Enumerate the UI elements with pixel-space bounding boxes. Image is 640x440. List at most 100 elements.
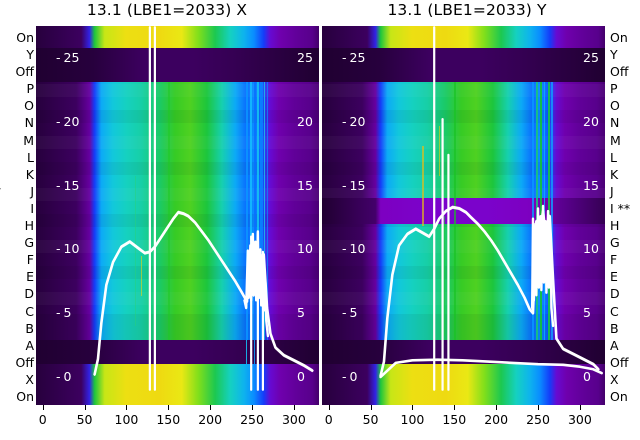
category-label: C bbox=[25, 303, 34, 319]
heatmap-row-texture bbox=[322, 162, 605, 175]
heatmap-row bbox=[322, 314, 605, 340]
x-tick-label: 150 bbox=[156, 412, 181, 427]
heatmap-row-texture bbox=[322, 292, 605, 305]
heatmap-row bbox=[36, 340, 319, 364]
category-label: L bbox=[27, 149, 34, 165]
x-tick-mark bbox=[328, 405, 330, 410]
x-tick-label: 100 bbox=[400, 412, 425, 427]
category-axis-right: On Y Off P O N M L K J I ** H G F E D C B A Off X On bbox=[608, 26, 640, 405]
category-label: F bbox=[610, 252, 618, 268]
heatmap-row bbox=[36, 48, 319, 82]
heatmap-row bbox=[36, 364, 319, 405]
x-tick-label: 50 bbox=[76, 412, 93, 427]
category-label: Y bbox=[26, 47, 34, 63]
x-tick-mark bbox=[454, 405, 456, 410]
x-tick-mark bbox=[210, 405, 212, 410]
heatmap-streak bbox=[422, 146, 424, 226]
heatmap-streak bbox=[551, 82, 553, 340]
heatmap-row-texture bbox=[322, 266, 605, 279]
heatmap-streak bbox=[246, 340, 248, 364]
category-label: F bbox=[26, 252, 34, 268]
y-tick-label: 25 bbox=[583, 49, 599, 65]
category-label: J bbox=[30, 183, 34, 199]
y-tick-label: -20 bbox=[342, 113, 366, 129]
x-tick-label: 250 bbox=[526, 412, 550, 427]
y-tick-label: 10 bbox=[297, 241, 313, 257]
category-label: On bbox=[16, 30, 34, 45]
category-label: H bbox=[24, 218, 34, 234]
x-tick-mark bbox=[293, 405, 295, 410]
heatmap-row-texture bbox=[36, 110, 319, 123]
category-axis-left: On Y Off P O N M L K J I H G F E D C B A Off X On bbox=[0, 26, 34, 405]
y-tick-label: -15 bbox=[56, 177, 80, 193]
category-label: P bbox=[26, 81, 34, 97]
y-tick-label: 15 bbox=[583, 177, 599, 193]
heatmap-streak bbox=[250, 82, 252, 340]
category-label: B bbox=[610, 320, 619, 336]
heatmap-streak bbox=[454, 82, 456, 340]
category-label: J bbox=[610, 183, 614, 199]
y-tick-label: 0 bbox=[583, 368, 591, 384]
y-tick-label: 10 bbox=[583, 241, 599, 257]
category-label: On bbox=[610, 389, 628, 404]
category-label: A bbox=[25, 337, 34, 353]
x-tick-mark bbox=[168, 405, 170, 410]
heatmap-row bbox=[322, 364, 605, 405]
x-tick-label: 300 bbox=[281, 412, 306, 427]
category-label: A bbox=[610, 337, 619, 353]
category-label: P bbox=[610, 81, 618, 97]
y-tick-label: 15 bbox=[297, 177, 313, 193]
heatmap-row-texture bbox=[322, 84, 605, 97]
x-tick-mark bbox=[42, 405, 44, 410]
category-label: N bbox=[24, 115, 34, 131]
category-label: K bbox=[610, 166, 619, 182]
category-label: Off bbox=[610, 64, 629, 80]
heatmap-streak bbox=[267, 82, 269, 340]
heatmap-streak bbox=[168, 82, 170, 340]
heatmap-streak bbox=[543, 82, 546, 340]
heatmap-streak bbox=[141, 256, 143, 296]
heatmap-streak bbox=[539, 82, 543, 340]
heatmap-streak bbox=[439, 126, 441, 176]
x-tick-mark bbox=[370, 405, 372, 410]
category-label: C bbox=[610, 303, 619, 319]
category-label: L bbox=[610, 149, 617, 165]
x-tick-label: 200 bbox=[198, 412, 223, 427]
category-label: D bbox=[610, 286, 620, 302]
y-tick-label: -20 bbox=[56, 113, 80, 129]
y-tick-label: -10 bbox=[56, 241, 80, 257]
heatmap-row-texture bbox=[36, 84, 319, 97]
x-tick-label: 150 bbox=[442, 412, 467, 427]
category-label: B bbox=[25, 320, 34, 336]
category-label: X bbox=[610, 371, 619, 387]
plot-area-x[interactable]: -0 -5 -10 -15 -20 -25 0 5 10 15 20 25 bbox=[36, 26, 319, 405]
heatmap-row bbox=[322, 26, 605, 48]
y-tick-label: 0 bbox=[297, 368, 305, 384]
x-tick-mark bbox=[126, 405, 128, 410]
y-tick-label: -10 bbox=[342, 241, 366, 257]
y-tick-label: -15 bbox=[342, 177, 366, 193]
category-label: Off bbox=[15, 354, 34, 370]
category-label: O bbox=[24, 98, 34, 114]
y-tick-label: -5 bbox=[56, 305, 72, 321]
x-tick-label: 300 bbox=[567, 412, 592, 427]
x-tick-label: 100 bbox=[114, 412, 139, 427]
y-tick-label: -25 bbox=[56, 49, 80, 65]
x-tick-mark bbox=[496, 405, 498, 410]
category-label: M bbox=[23, 132, 34, 148]
category-label: H bbox=[610, 218, 620, 234]
y-tick-label: 25 bbox=[297, 49, 313, 65]
heatmap-image-y bbox=[322, 26, 605, 405]
category-label: Y bbox=[610, 47, 618, 63]
plot-area-y[interactable]: -0 -5 -10 -15 -20 -25 0 5 10 15 20 25 bbox=[322, 26, 605, 405]
x-tick-mark bbox=[252, 405, 254, 410]
heatmap-streak bbox=[548, 82, 551, 340]
y-tick-label: -5 bbox=[342, 305, 358, 321]
heatmap-streak bbox=[253, 340, 256, 364]
heatmap-row-texture bbox=[36, 162, 319, 175]
y-axis-caption: Spire bbox=[0, 167, 1, 198]
category-label: G bbox=[610, 235, 620, 251]
category-label: N bbox=[610, 115, 620, 131]
category-label: X bbox=[25, 371, 34, 387]
heatmap-streak bbox=[532, 82, 535, 340]
